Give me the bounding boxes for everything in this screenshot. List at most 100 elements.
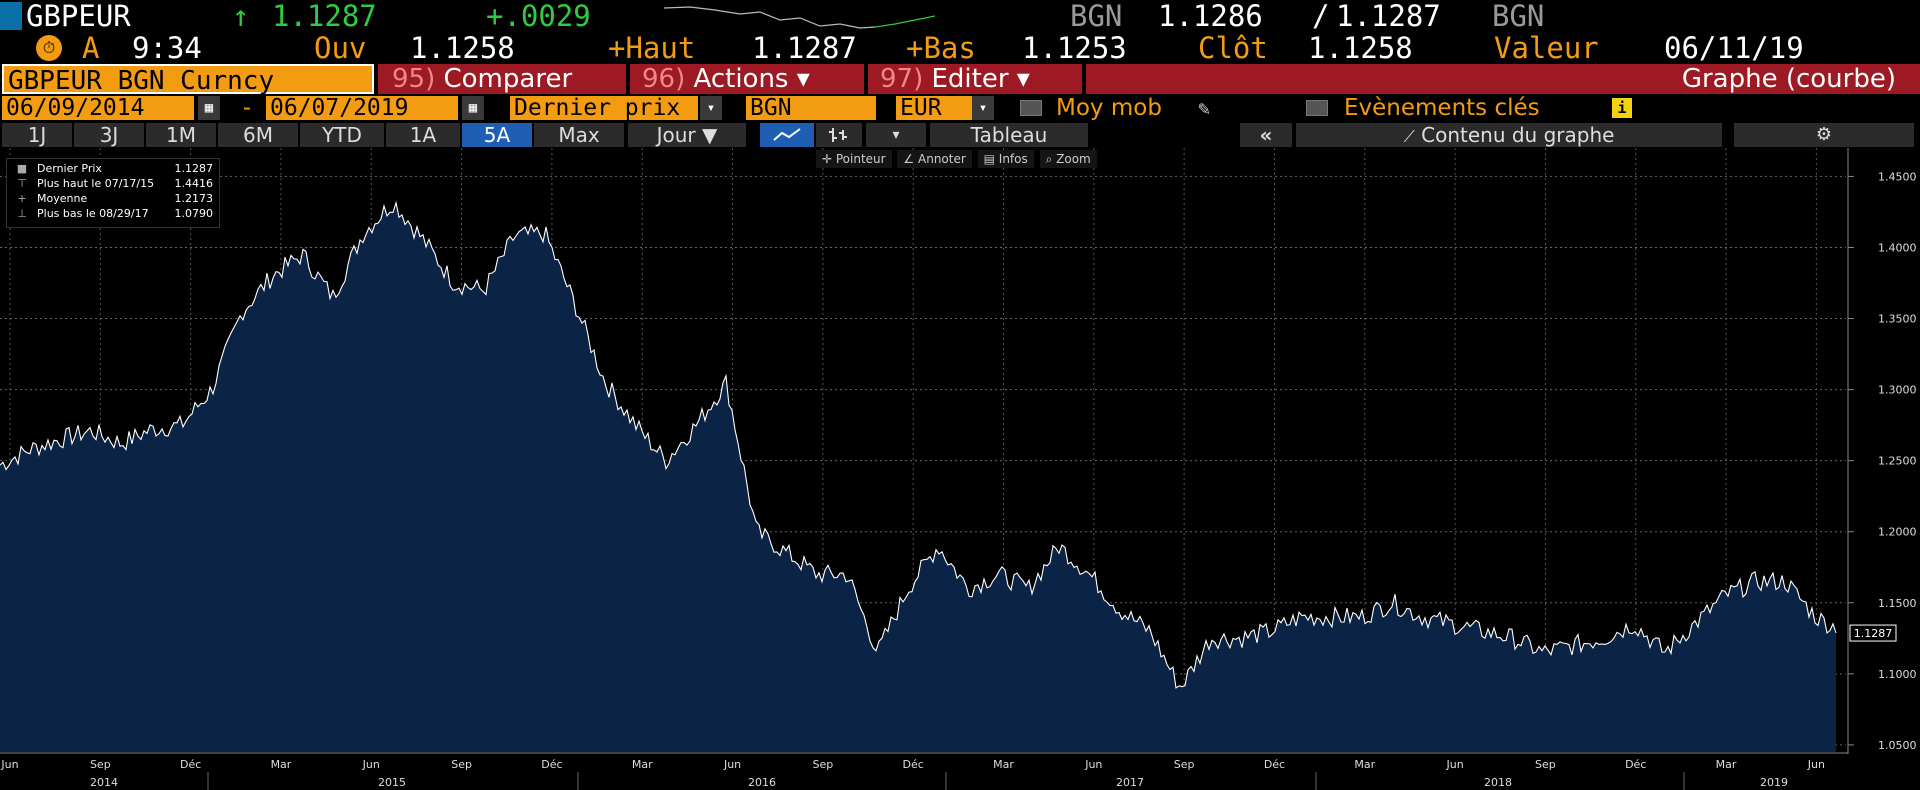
range-5y-button[interactable]: 5A [462,123,532,147]
legend-value: 1.0790 [174,207,214,220]
period-select[interactable]: Jour ▼ [628,123,746,147]
ask-price: 1.1287 [1336,0,1441,33]
range-1m-button[interactable]: 1M [146,123,216,147]
price-line [0,200,1837,689]
high-marker-icon: ⊤ [17,177,27,190]
edit-number: 97) [880,64,924,94]
line-chart-icon[interactable] [760,123,814,147]
chevron-down-icon[interactable]: ▾ [700,96,722,120]
year-label: 2015 [378,776,406,789]
actions-button[interactable]: 96) Actions ▾ [630,64,864,94]
y-tick-label: 1.2500 [1878,455,1917,468]
collapse-icon[interactable]: « [1240,123,1292,147]
table-button[interactable]: Tableau [930,123,1088,147]
moving-average-label: Moy mob [1056,95,1162,121]
chart-area[interactable]: 1.0500 1.1000 1.1500 1.2000 1.2500 1.3000 1.35… [0,148,1920,790]
range-6m-button[interactable]: 6M [218,123,298,147]
info-icon[interactable]: i [1612,98,1632,118]
x-tick-label: Jun [1084,758,1102,771]
close-value: 1.1258 [1308,31,1413,65]
y-tick-label: 1.0500 [1878,739,1917,752]
pencil-icon[interactable]: ✎ [1198,96,1211,120]
y-tick-label: 1.3500 [1878,313,1917,326]
chart-legend[interactable]: ■ Dernier Prix 1.1287 ⊤ Plus haut le 07/… [6,158,220,228]
range-ytd-button[interactable]: YTD [300,123,384,147]
bid-ask-separator: / [1312,0,1330,33]
price-field-select[interactable]: Dernier prix [510,96,698,120]
net-change: +.0029 [486,0,591,33]
open-label: Ouv [314,31,367,65]
y-tick-label: 1.3000 [1878,384,1917,397]
year-label: 2019 [1760,776,1788,789]
x-tick-label: Sep [90,758,111,771]
y-tick-label: 1.2000 [1878,526,1917,539]
legend-value: 1.4416 [174,177,214,190]
low-marker-icon: ⊥ [17,207,27,220]
compare-number: 95) [392,64,436,94]
x-tick-label: Mar [271,758,292,771]
legend-label: Plus bas le 08/29/17 [37,207,149,220]
x-tick-label: Déc [1264,758,1285,771]
y-tick-label: 1.1000 [1878,668,1917,681]
low-value: 1.1253 [1022,31,1127,65]
command-toolbar: GBPEUR BGN Curncy 95) Comparer 96) Actio… [0,64,1920,96]
clock-icon[interactable]: ⏱ [36,35,62,61]
year-label: 2016 [748,776,776,789]
security-marker [0,2,22,30]
source-field[interactable]: BGN [746,96,876,120]
legend-value: 1.1287 [174,162,214,175]
ohlc-icon[interactable] [816,123,862,147]
calendar-icon[interactable]: ▦ [462,96,484,120]
chevron-down-icon[interactable]: ▾ [866,123,926,147]
ticker[interactable]: GBPEUR [26,0,131,33]
y-tick-label: 1.4000 [1878,241,1917,254]
last-price-box [1849,624,1897,642]
legend-item: ⊥ Plus bas le 08/29/17 1.0790 [17,206,214,221]
average-marker-icon: + [17,192,27,205]
x-tick-label: Mar [1354,758,1375,771]
year-label: 2017 [1116,776,1144,789]
legend-item: ⊤ Plus haut le 07/17/15 1.4416 [17,176,214,191]
range-max-button[interactable]: Max [534,123,624,147]
value-date-label: Valeur [1494,31,1599,65]
y-tick-label: 1.1500 [1878,597,1917,610]
legend-value: 1.2173 [174,192,214,205]
square-icon: ■ [16,162,28,175]
quote-header: GBPEUR ↑ 1.1287 +.0029 BGN 1.1286 / 1.12… [0,0,1920,32]
end-date-field[interactable]: 06/07/2019 [266,96,458,120]
key-events-checkbox[interactable] [1306,100,1328,116]
range-1d-button[interactable]: 1J [2,123,72,147]
pointer-tool[interactable]: ✛ Pointeur [816,150,892,168]
info-tool[interactable]: ▤ Infos [977,150,1034,168]
y-tick-label: 1.4500 [1878,170,1917,183]
last-price: 1.1287 [272,0,377,33]
range-3d-button[interactable]: 3J [74,123,144,147]
edit-button[interactable]: 97) Editer ▾ [868,64,1082,94]
high-value: 1.1287 [752,31,857,65]
compare-button[interactable]: 95) Comparer [378,64,626,94]
chevron-down-icon[interactable]: ▾ [972,96,994,120]
chart-content-button[interactable]: ⟋ Contenu du graphe [1296,123,1722,147]
range-1y-button[interactable]: 1A [386,123,460,147]
annotate-tool[interactable]: ∠ Annoter [897,150,972,168]
sparkline [663,6,936,29]
security-field[interactable]: GBPEUR BGN Curncy [2,64,374,96]
zoom-tool[interactable]: ⌕ Zoom [1039,150,1097,168]
price-summary: ⏱ A 9:34 Ouv 1.1258 +Haut 1.1287 +Bas 1.… [0,32,1920,64]
price-area-fill [0,202,1836,753]
start-date-field[interactable]: 06/09/2014 [2,96,194,120]
graph-type-label: Graphe (courbe) [1086,64,1920,94]
x-tick-label: Mar [993,758,1014,771]
edit-label: Editer ▾ [931,64,1030,94]
price-chart[interactable]: 1.0500 1.1000 1.1500 1.2000 1.2500 1.3000 1.35… [0,148,1920,790]
x-tick-label: Jun [1807,758,1825,771]
x-tick-label: Sep [451,758,472,771]
gear-icon[interactable]: ⚙ [1734,123,1914,147]
quote-time: 9:34 [132,31,202,65]
year-label: 2018 [1484,776,1512,789]
x-tick-label: Déc [903,758,924,771]
x-tick-label: Jun [0,758,18,771]
calendar-icon[interactable]: ▦ [198,96,220,120]
chart-content-icon: ⟋ [1403,127,1415,146]
moving-average-checkbox[interactable] [1020,100,1042,116]
